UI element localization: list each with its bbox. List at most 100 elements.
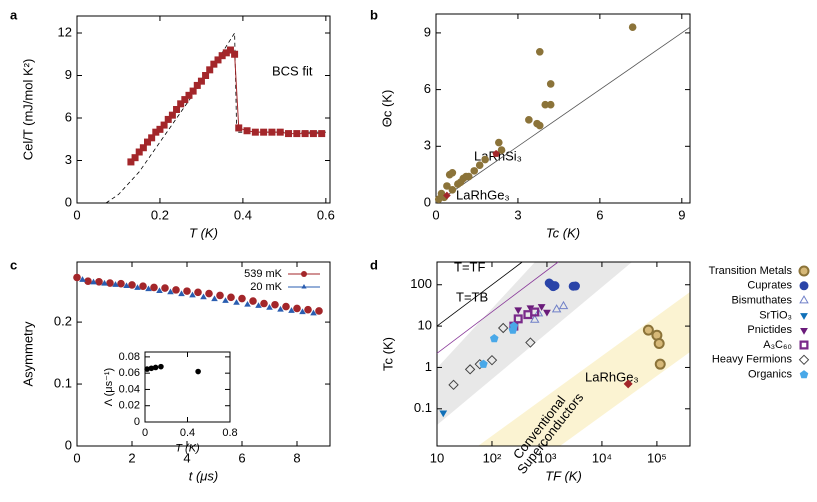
marker	[202, 72, 210, 79]
plot-frame	[436, 261, 691, 447]
x-axis-label: Tc (K)	[546, 226, 580, 241]
plot-frame	[76, 261, 331, 447]
marker	[244, 300, 251, 307]
plot-frame	[144, 351, 231, 423]
marker	[206, 66, 214, 74]
marker	[148, 365, 155, 372]
x-tick-label: 0	[73, 450, 80, 465]
y-tick-label: 0.2	[54, 314, 72, 329]
y-axis-label: Cel/T (mJ/mol K²)	[20, 59, 35, 161]
x-tick-label: 10⁴	[592, 450, 612, 465]
y-tick-label: 0.02	[119, 400, 140, 412]
marker	[293, 304, 301, 313]
marker	[529, 314, 540, 323]
marker	[160, 121, 168, 129]
marker	[235, 124, 243, 132]
legend-marker	[799, 281, 809, 291]
x-tick-label: 10	[430, 450, 444, 465]
marker	[173, 106, 181, 113]
series-line	[436, 261, 523, 327]
annotation: BCS fit	[272, 63, 313, 78]
y-tick-label: 100	[410, 276, 432, 291]
marker	[301, 130, 309, 138]
marker	[537, 304, 546, 311]
x-tick-label: 8	[293, 450, 300, 465]
legend-marker	[301, 271, 307, 277]
marker	[150, 283, 158, 292]
marker	[189, 87, 197, 95]
panel-label: c	[10, 257, 17, 272]
marker	[216, 291, 224, 300]
marker	[513, 314, 523, 324]
marker	[189, 291, 196, 298]
marker	[260, 128, 268, 136]
y-tick-label: 0.06	[119, 367, 140, 379]
marker	[448, 185, 457, 194]
x-tick-label: 0	[142, 427, 148, 439]
marker	[495, 138, 503, 147]
panel-label: b	[370, 7, 378, 22]
marker	[266, 304, 273, 310]
legend-label: Cuprates	[747, 280, 792, 292]
marker	[623, 379, 633, 389]
x-tick-label: 6	[238, 450, 245, 465]
marker	[112, 281, 119, 287]
marker	[128, 281, 136, 289]
legend-marker	[799, 295, 809, 304]
y-tick-label: 6	[424, 81, 431, 96]
marker	[448, 168, 457, 177]
legend-label: Bismuthates	[731, 295, 792, 307]
conventional-band	[478, 292, 690, 446]
marker	[439, 410, 448, 418]
marker	[101, 279, 108, 286]
marker	[543, 309, 551, 317]
x-tick-label: 0.4	[234, 207, 252, 222]
marker	[144, 366, 150, 372]
y-tick-label: 1	[425, 359, 432, 374]
marker	[255, 302, 262, 308]
marker	[443, 191, 451, 200]
marker	[651, 329, 663, 341]
marker	[546, 80, 555, 88]
marker	[642, 324, 654, 336]
marker	[497, 146, 506, 154]
marker	[318, 130, 326, 138]
x-tick-label: 0	[432, 207, 439, 222]
marker	[628, 23, 637, 32]
marker	[535, 47, 544, 56]
y-tick-label: 0	[65, 194, 72, 209]
marker	[134, 284, 141, 290]
marker	[523, 310, 533, 320]
legend-marker	[799, 370, 809, 379]
plot-frame	[76, 15, 331, 204]
marker	[168, 111, 176, 119]
x-tick-label: 9	[678, 207, 685, 222]
marker	[304, 305, 312, 314]
x-tick-label: 0.8	[222, 427, 237, 439]
marker	[558, 300, 569, 310]
marker	[211, 295, 218, 302]
y-tick-label: 10	[418, 318, 432, 333]
x-tick-label: 2	[128, 450, 135, 465]
marker	[145, 285, 152, 292]
y-tick-label: 0	[134, 416, 140, 428]
x-tick-label: 0.2	[151, 207, 169, 222]
y-tick-label: 0.1	[414, 400, 432, 415]
marker	[530, 307, 540, 317]
marker	[315, 307, 323, 315]
marker	[282, 302, 290, 311]
marker	[148, 134, 156, 142]
annotation: T=TF	[454, 259, 485, 274]
legend-label: Transition Metals	[709, 265, 793, 277]
legend-marker	[800, 313, 808, 320]
y-axis-label: Tc (K)	[380, 337, 395, 371]
marker	[139, 144, 147, 152]
marker	[183, 287, 191, 295]
y-tick-label: 9	[65, 67, 72, 82]
marker	[95, 278, 103, 286]
marker	[90, 278, 97, 285]
marker	[276, 128, 284, 136]
marker	[653, 337, 665, 349]
marker	[205, 289, 213, 298]
marker	[194, 288, 202, 297]
